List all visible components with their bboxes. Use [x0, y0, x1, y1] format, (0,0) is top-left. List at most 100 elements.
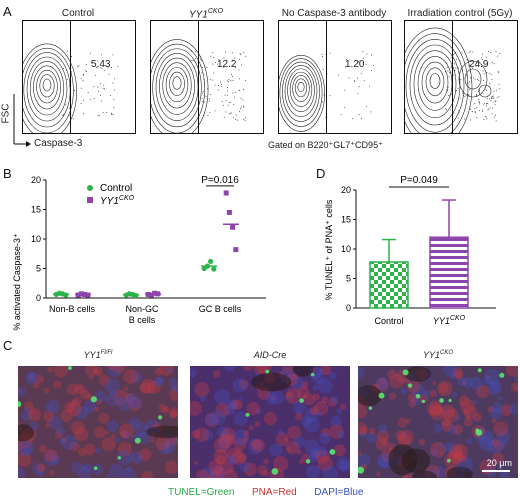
tunel-positive-cell: [134, 437, 141, 444]
event-dot: [478, 89, 480, 91]
cell-signal: [77, 466, 92, 478]
event-dot: [100, 67, 102, 69]
event-dot: [365, 63, 367, 65]
event-dot: [206, 67, 208, 69]
cell-signal: [246, 401, 261, 416]
cell-signal: [18, 443, 23, 453]
cell-signal: [313, 450, 321, 458]
event-dot: [234, 96, 236, 98]
fsc-axis-label: FSC: [0, 103, 12, 124]
event-dot: [371, 69, 373, 71]
cell-signal: [67, 402, 82, 416]
event-dot: [204, 66, 206, 68]
event-dot: [478, 102, 480, 104]
dark-region: [388, 444, 418, 476]
cell-signal: [95, 447, 101, 454]
event-dot: [229, 101, 231, 103]
cell-signal: [232, 429, 249, 446]
cell-signal: [270, 395, 275, 401]
cell-signal: [95, 370, 100, 375]
event-dot: [366, 105, 368, 107]
cell-signal: [232, 378, 247, 393]
event-dot: [496, 97, 498, 99]
cell-signal: [487, 382, 501, 396]
tunel-positive-cell: [439, 398, 444, 403]
contour-line: [405, 39, 465, 133]
tissue-background: [18, 366, 178, 478]
legend-pna: PNA=Red: [251, 487, 297, 498]
event-dot: [101, 100, 103, 102]
event-dot: [212, 79, 214, 81]
event-dot: [73, 90, 75, 92]
event-dot: [485, 116, 487, 118]
cell-signal: [395, 430, 406, 441]
tunel-positive-cell: [90, 396, 97, 403]
cell-signal: [54, 366, 69, 378]
cell-signal: [32, 381, 40, 389]
cell-signal: [444, 442, 455, 453]
event-dot: [223, 57, 225, 59]
cell-signal: [304, 417, 320, 433]
cell-signal: [171, 385, 178, 393]
event-dot: [100, 54, 102, 56]
event-dot: [85, 64, 87, 66]
cell-signal: [378, 423, 388, 433]
event-dot: [475, 94, 477, 96]
cell-signal: [500, 440, 507, 447]
event-dot: [226, 80, 228, 82]
cell-signal: [243, 366, 254, 371]
cell-signal: [466, 438, 473, 445]
contour-line: [165, 67, 189, 103]
cell-signal: [388, 392, 397, 401]
cell-signal: [309, 406, 319, 416]
contour-line: [429, 73, 441, 89]
cell-signal: [442, 366, 458, 377]
micrograph-aidcre: [190, 366, 350, 478]
event-dot: [223, 116, 225, 118]
event-dot: [499, 88, 501, 90]
event-dot: [469, 108, 471, 110]
dark-region: [358, 385, 382, 407]
cell-signal: [368, 427, 376, 435]
cell-signal: [490, 407, 503, 420]
tunel-positive-cell: [368, 406, 373, 410]
cell-signal: [191, 429, 201, 439]
gate-percentage: 5.43: [91, 59, 111, 70]
cell-signal: [285, 440, 300, 455]
cell-signal: [139, 448, 152, 461]
event-dot: [72, 118, 74, 120]
cell-signal: [454, 370, 464, 380]
cell-signal: [472, 412, 483, 422]
cell-signal: [452, 424, 463, 435]
contour-line: [159, 57, 195, 115]
event-dot: [203, 115, 205, 117]
event-dot: [472, 51, 474, 53]
event-dot: [486, 71, 488, 73]
cell-signal: [328, 424, 344, 440]
cell-signal: [472, 399, 478, 405]
gate-box: [326, 21, 391, 133]
cell-signal: [499, 466, 504, 471]
cell-signal: [126, 467, 131, 472]
event-dot: [493, 91, 495, 93]
bar: [429, 236, 469, 309]
event-dot: [495, 51, 497, 53]
cell-signal: [463, 417, 473, 427]
cell-signal: [462, 376, 474, 389]
cell-signal: [375, 378, 389, 392]
dark-region: [251, 372, 292, 392]
cell-signal: [257, 465, 268, 476]
contour-line: [33, 65, 61, 110]
event-dot: [221, 101, 223, 103]
cell-signal: [49, 470, 55, 476]
x-tick-label: YY1CKO: [433, 315, 466, 326]
event-dot: [466, 59, 468, 61]
cell-signal: [359, 426, 368, 436]
event-dot: [238, 89, 240, 91]
event-dot: [498, 72, 500, 74]
event-dot: [68, 114, 70, 116]
event-dot: [222, 66, 224, 68]
cell-signal: [80, 389, 91, 400]
cell-signal: [217, 426, 230, 439]
cell-signal: [140, 378, 156, 394]
